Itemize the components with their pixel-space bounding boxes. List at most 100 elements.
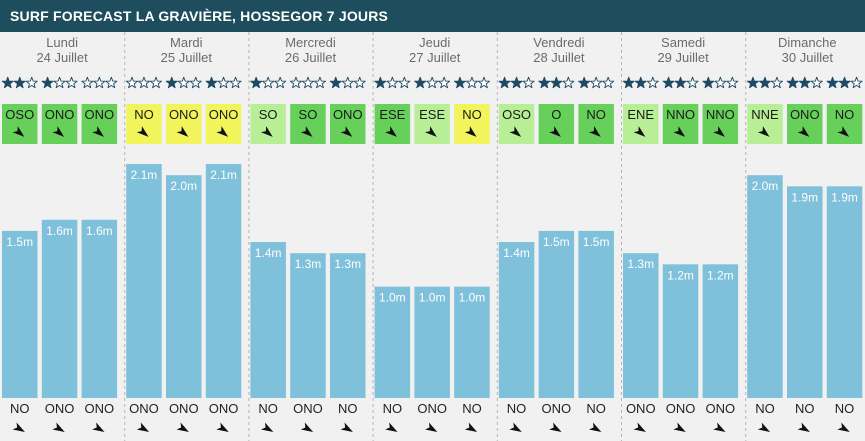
swell-direction-label: ONO — [417, 401, 447, 416]
wind-arrow-icon — [260, 126, 273, 137]
star-empty-icon — [105, 76, 118, 89]
star-empty-icon — [217, 76, 230, 89]
star-filled-icon — [746, 76, 759, 89]
wind-box — [250, 104, 286, 144]
wind-direction-label: NO — [586, 107, 606, 122]
star-empty-icon — [149, 76, 162, 89]
star-filled-icon — [41, 76, 54, 89]
star-empty-icon — [562, 76, 575, 89]
wind-box — [578, 104, 614, 144]
wave-height-bar — [498, 242, 535, 398]
wind-arrow-icon — [509, 126, 522, 137]
swell-arrow-icon — [52, 422, 65, 432]
star-filled-icon — [538, 76, 551, 89]
wind-arrow-icon — [757, 126, 770, 137]
wind-direction-label: ONO — [169, 107, 199, 122]
star-empty-icon — [426, 76, 439, 89]
star-filled-icon — [622, 76, 635, 89]
wind-box — [414, 104, 450, 144]
wind-box — [826, 104, 863, 144]
wind-direction-label: NNO — [706, 107, 735, 122]
wind-box — [662, 104, 699, 144]
day-name: Jeudi — [419, 35, 450, 50]
wind-arrow-icon — [52, 126, 65, 137]
day-date: 29 Juillet — [657, 50, 709, 65]
wave-height-bar — [747, 175, 783, 398]
day-date: 24 Juillet — [36, 50, 88, 65]
star-empty-icon — [125, 76, 138, 89]
swell-arrow-icon — [385, 422, 398, 432]
star-filled-icon — [250, 76, 263, 89]
wind-direction-label: ONO — [209, 107, 239, 122]
day-name: Mercredi — [285, 35, 336, 50]
day-name: Dimanche — [778, 35, 837, 50]
star-empty-icon — [177, 76, 190, 89]
wind-box — [41, 104, 78, 144]
wind-arrow-icon — [797, 126, 810, 137]
swell-direction-label: ONO — [129, 401, 159, 416]
star-empty-icon — [726, 76, 739, 89]
wind-arrow-icon — [92, 126, 104, 137]
wind-direction-label: OSO — [502, 107, 531, 122]
swell-direction-label: ONO — [666, 401, 696, 416]
wind-arrow-icon — [633, 126, 646, 137]
wind-box — [498, 104, 535, 144]
wind-direction-label: ONO — [790, 107, 820, 122]
day-date: 27 Juillet — [409, 50, 461, 65]
wave-height-label: 1.2m — [667, 268, 694, 282]
wind-arrow-icon — [464, 126, 477, 137]
swell-arrow-icon — [424, 422, 438, 432]
wind-arrow-icon — [12, 126, 25, 137]
wind-box — [290, 104, 326, 144]
star-empty-icon — [341, 76, 354, 89]
wave-height-bar — [826, 186, 863, 398]
wave-height-label: 2.1m — [131, 168, 158, 182]
star-filled-icon — [758, 76, 771, 89]
wave-height-bar — [578, 230, 614, 398]
star-filled-icon — [662, 76, 675, 89]
star-empty-icon — [770, 76, 783, 89]
swell-direction-label: NO — [338, 401, 358, 416]
wind-arrow-icon — [300, 126, 313, 137]
swell-arrow-icon — [92, 422, 105, 432]
wave-height-label: 1.6m — [46, 224, 73, 238]
wave-height-bar — [41, 219, 78, 398]
star-empty-icon — [850, 76, 863, 89]
swell-arrow-icon — [300, 422, 314, 432]
wind-direction-label: SO — [299, 107, 318, 122]
wave-height-label: 1.2m — [707, 268, 734, 282]
wind-direction-label: O — [551, 107, 561, 122]
star-filled-icon — [798, 76, 811, 89]
wave-height-label: 2.0m — [752, 179, 779, 193]
star-filled-icon — [826, 76, 839, 89]
wind-direction-label: ONO — [333, 107, 363, 122]
star-empty-icon — [81, 76, 94, 89]
wave-height-label: 1.5m — [583, 235, 610, 249]
day-name: Samedi — [661, 35, 705, 50]
swell-arrow-icon — [136, 422, 150, 432]
star-empty-icon — [465, 76, 478, 89]
swell-direction-label: NO — [10, 401, 30, 416]
wave-height-label: 1.0m — [379, 291, 406, 305]
star-filled-icon — [550, 76, 563, 89]
star-empty-icon — [301, 76, 314, 89]
wind-box — [623, 104, 659, 144]
swell-direction-label: NO — [755, 401, 775, 416]
wind-direction-label: SO — [259, 107, 278, 122]
wave-height-label: 1.9m — [791, 190, 818, 204]
wind-arrow-icon — [588, 126, 601, 137]
wind-direction-label: ONO — [85, 107, 115, 122]
star-empty-icon — [229, 76, 242, 89]
wave-height-bar — [126, 164, 162, 398]
day-name: Vendredi — [533, 35, 584, 50]
star-filled-icon — [13, 76, 26, 89]
day-date: 30 Juillet — [782, 50, 834, 65]
wave-height-label: 2.1m — [210, 168, 237, 182]
swell-arrow-icon — [757, 422, 771, 432]
wind-arrow-icon — [176, 126, 189, 137]
